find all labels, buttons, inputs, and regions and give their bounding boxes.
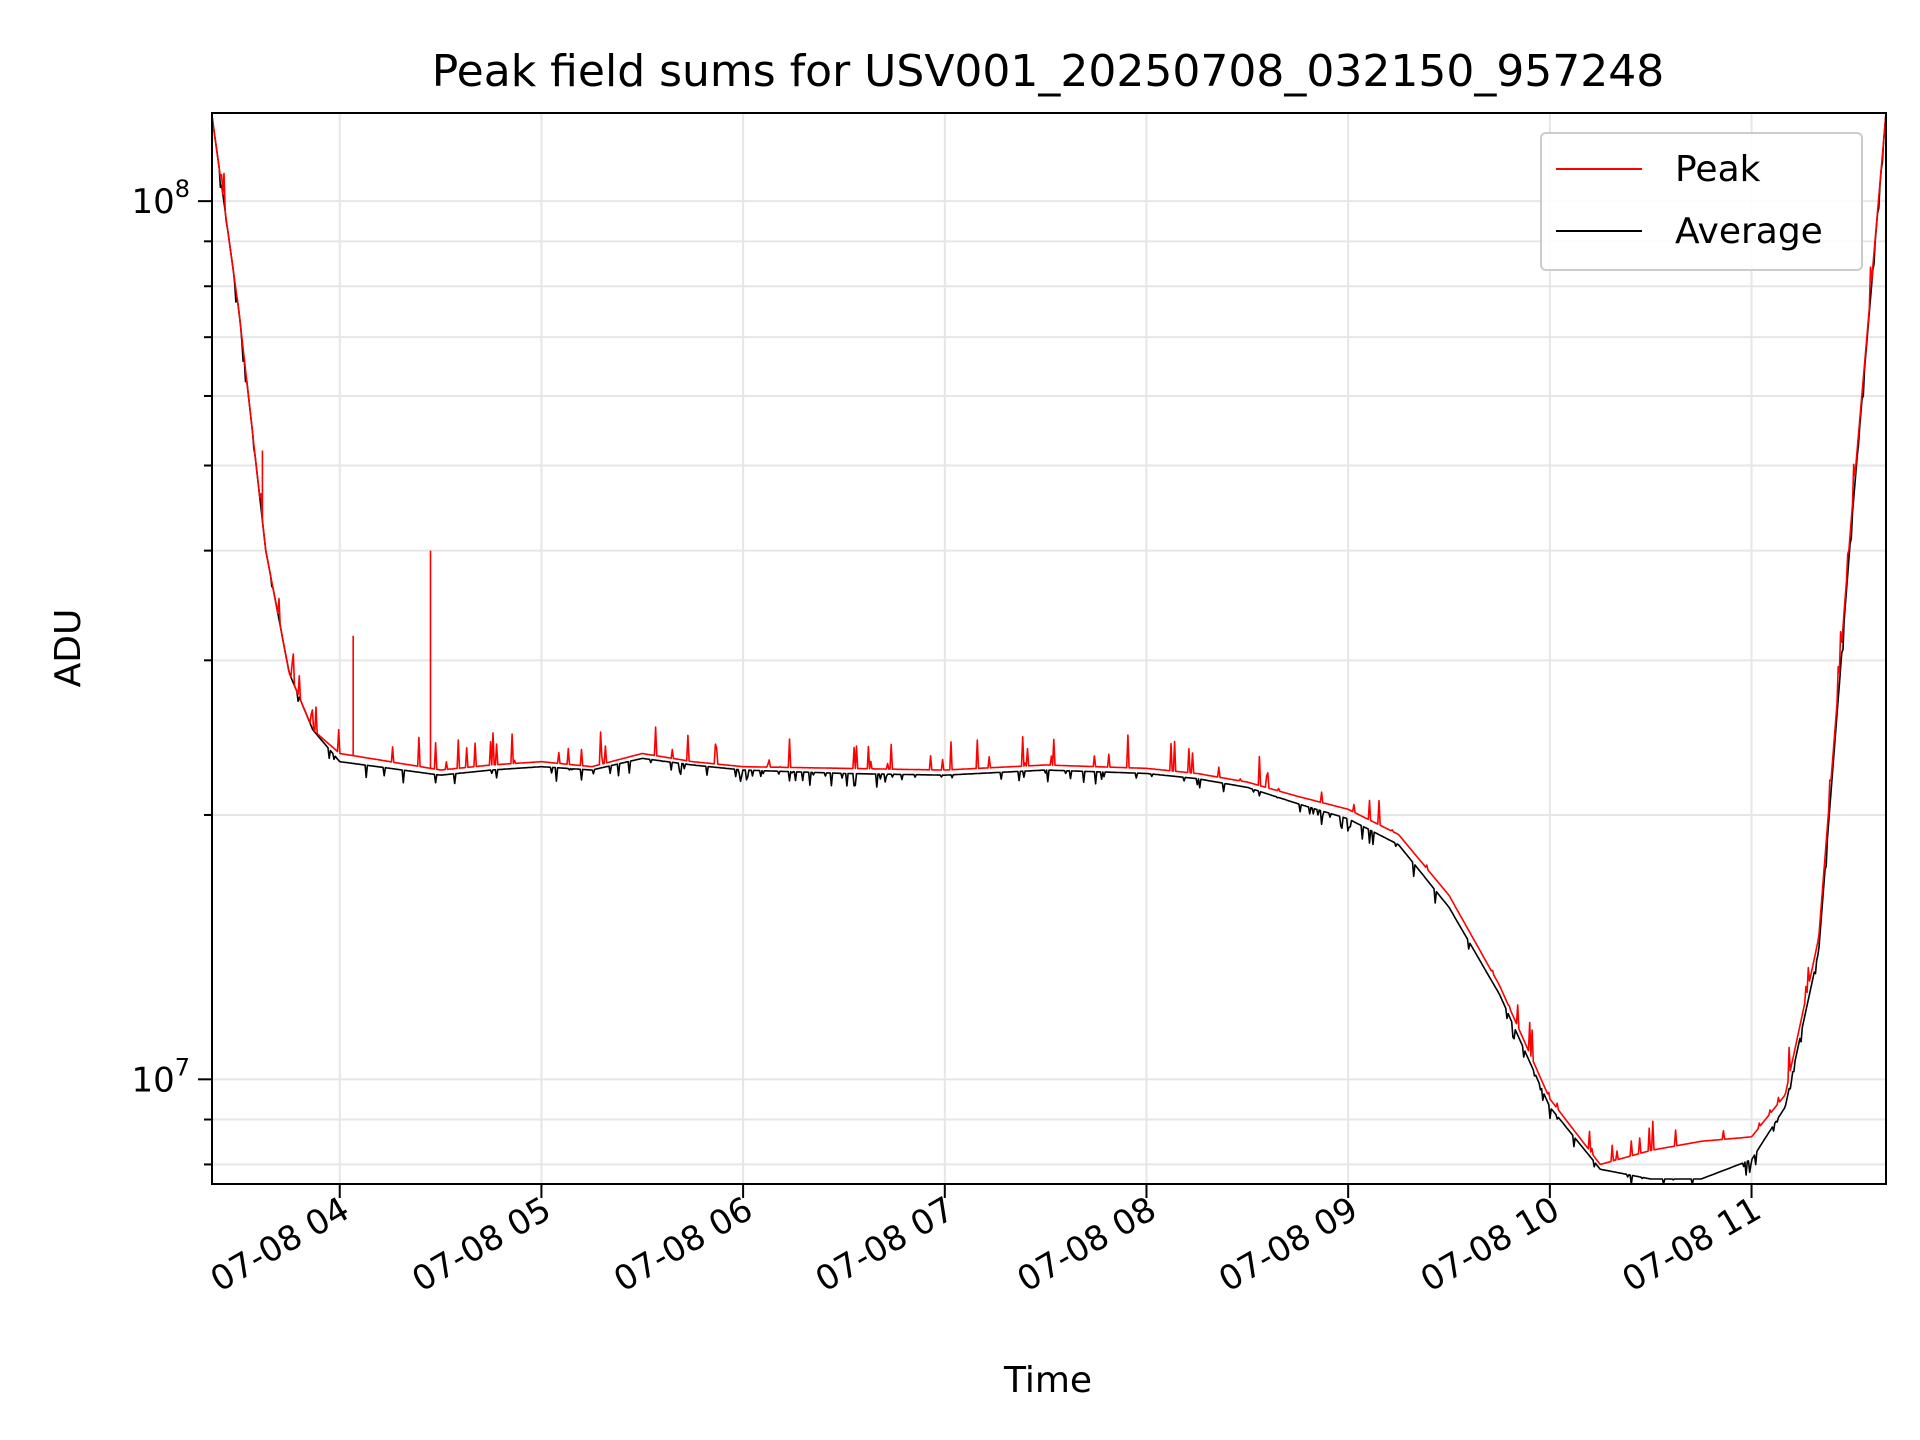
series-line-average (211, 112, 1887, 1185)
x-axis-label: Time (1003, 1360, 1092, 1401)
series-layer (211, 112, 1887, 1185)
legend-average-label: Average (1675, 211, 1823, 252)
plot-frame (211, 112, 1887, 1185)
legend-box (1540, 132, 1863, 271)
grid (212, 113, 1886, 1184)
series-line-peak (211, 112, 1887, 1166)
chart-title: Peak field sums for USV001_20250708_0321… (432, 46, 1665, 97)
legend-peak-label: Peak (1675, 149, 1761, 190)
y-axis-label: ADU (48, 609, 89, 688)
legend: Peak Average (1540, 132, 1863, 271)
